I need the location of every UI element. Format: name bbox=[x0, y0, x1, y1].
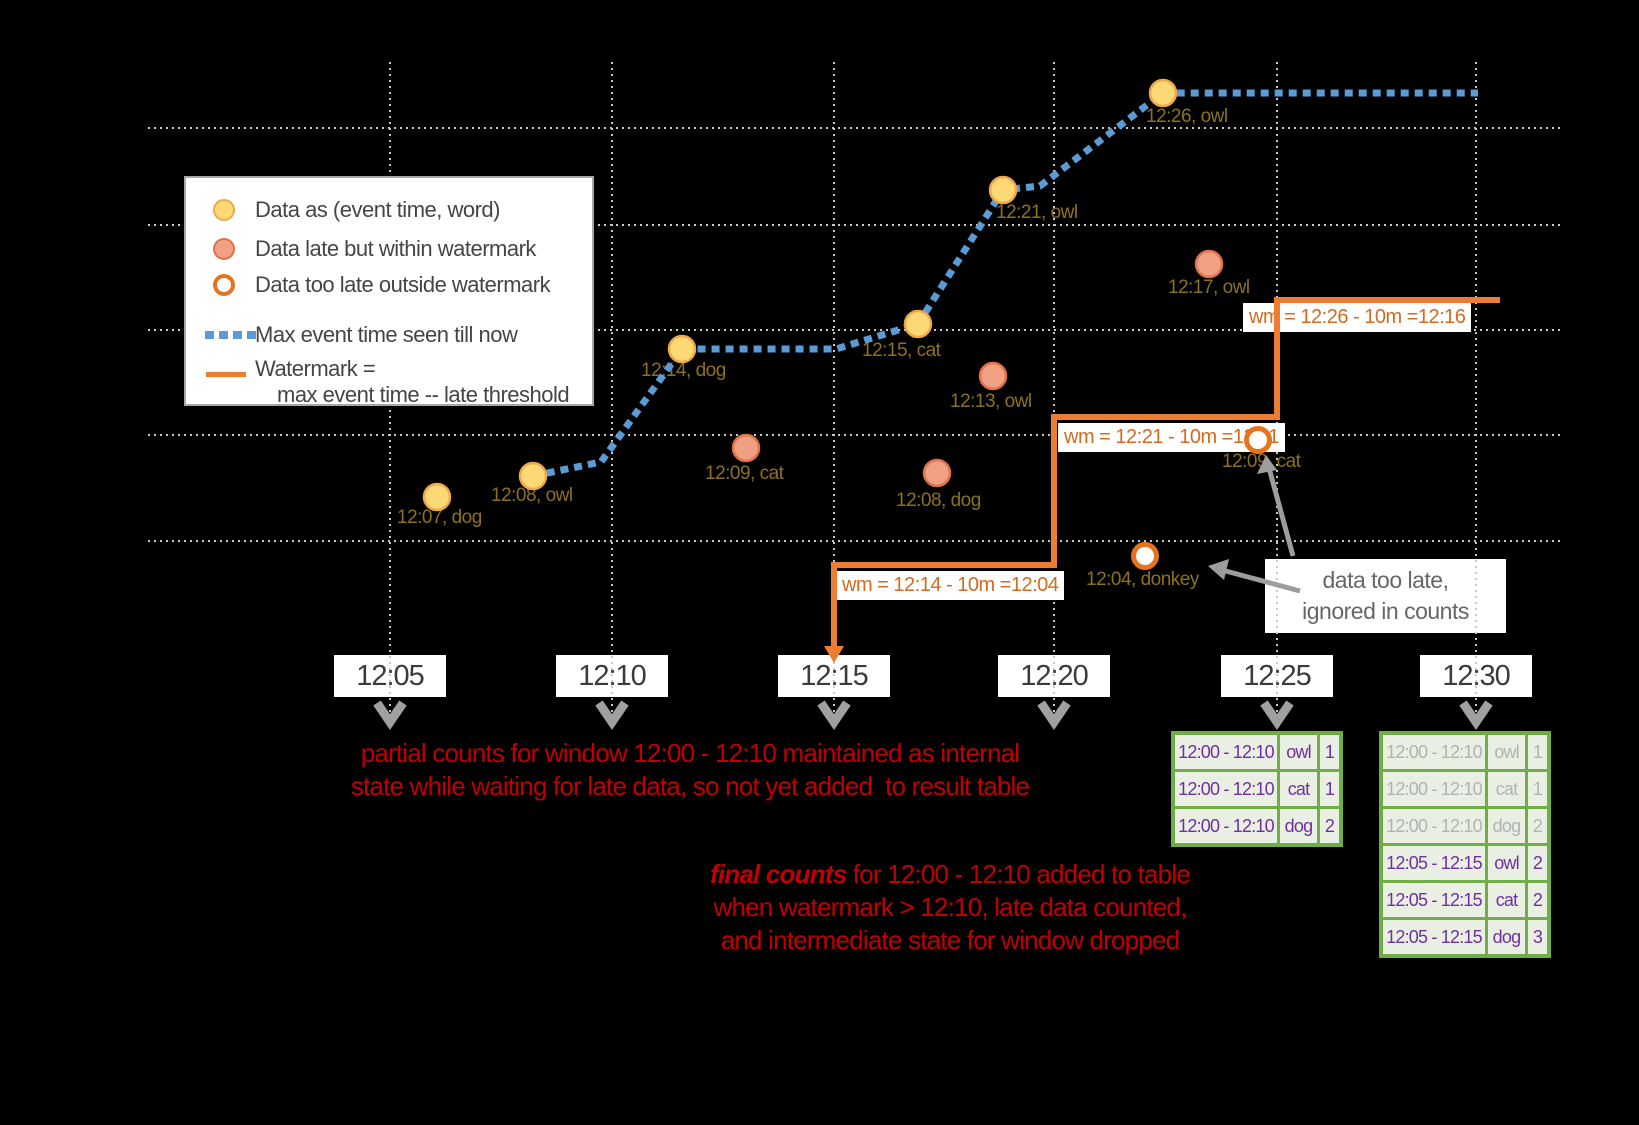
table-cell-window: 12:05 - 12:15 bbox=[1383, 920, 1485, 954]
table-cell-count: 2 bbox=[1528, 883, 1547, 917]
table-cell-count: 2 bbox=[1320, 809, 1339, 843]
too-late-callout-line1: data too late, bbox=[1322, 567, 1450, 593]
partial-counts-note: partial counts for window 12:00 - 12:10 … bbox=[290, 737, 1090, 803]
point-label-1217-owl: 12:17, owl bbox=[1168, 277, 1250, 298]
point-label-1213-owl: 12:13, owl bbox=[950, 391, 1032, 412]
table-cell-word: dog bbox=[1488, 920, 1525, 954]
on-time-dot-icon bbox=[213, 199, 235, 221]
table-cell-window: 12:05 - 12:15 bbox=[1383, 883, 1485, 917]
point-1226-owl bbox=[1148, 78, 1178, 108]
legend-watermark-label: Watermark = bbox=[255, 356, 376, 381]
table-cell-count: 1 bbox=[1528, 772, 1547, 806]
point-label-1209-cat-late: 12:09, cat bbox=[1222, 451, 1301, 472]
legend-max-event-label: Max event time seen till now bbox=[255, 322, 518, 347]
point-label-1208-owl: 12:08, owl bbox=[491, 485, 573, 506]
legend: Data as (event time, word) Data late but… bbox=[184, 176, 594, 407]
table-cell-count: 3 bbox=[1528, 920, 1547, 954]
watermark-label-1204: wm = 12:14 - 10m =12:04 bbox=[836, 571, 1065, 600]
point-1208-dog-late bbox=[922, 458, 952, 488]
table-cell-window: 12:00 - 12:10 bbox=[1175, 772, 1277, 806]
table-cell-word: owl bbox=[1488, 846, 1525, 880]
legend-watermark-label2: max event time -- late threshold bbox=[277, 382, 570, 407]
point-1207-dog bbox=[422, 482, 452, 512]
max-event-time-line bbox=[532, 89, 1478, 480]
final-counts-lead: final counts bbox=[710, 859, 847, 889]
table-cell-word: dog bbox=[1488, 809, 1525, 843]
table-cell-word: dog bbox=[1280, 809, 1317, 843]
callout-arrowhead-cat bbox=[1257, 455, 1277, 474]
table-cell-word: owl bbox=[1488, 735, 1525, 769]
table-cell-word: owl bbox=[1280, 735, 1317, 769]
table-cell-word: cat bbox=[1488, 772, 1525, 806]
point-label-1204-donkey: 12:04, donkey bbox=[1086, 569, 1199, 590]
point-label-1226-owl: 12:26, owl bbox=[1146, 106, 1228, 127]
point-1209-cat-toolate bbox=[1244, 426, 1272, 454]
table-cell-window: 12:00 - 12:10 bbox=[1383, 809, 1485, 843]
point-label-1215-cat: 12:15, cat bbox=[862, 340, 941, 361]
watermark-step-line bbox=[831, 297, 1500, 650]
legend-on-time-label: Data as (event time, word) bbox=[255, 197, 500, 222]
watermark-arrowhead bbox=[824, 646, 844, 663]
too-late-callout-line2: ignored in counts bbox=[1302, 598, 1469, 624]
table-cell-word: cat bbox=[1280, 772, 1317, 806]
point-1221-owl bbox=[988, 175, 1018, 205]
table-cell-window: 12:00 - 12:10 bbox=[1383, 735, 1485, 769]
final-counts-line2: when watermark > 12:10, late data counte… bbox=[713, 892, 1188, 922]
axis-arrowheads bbox=[373, 700, 1493, 730]
point-label-1209-cat: 12:09, cat bbox=[705, 463, 784, 484]
point-1208-owl bbox=[518, 461, 548, 491]
legend-late-label: Data late but within watermark bbox=[255, 236, 536, 261]
partial-counts-line2: state while waiting for late data, so no… bbox=[350, 771, 1030, 801]
too-late-callout: data too late, ignored in counts bbox=[1265, 559, 1506, 633]
partial-counts-line1: partial counts for window 12:00 - 12:10 … bbox=[360, 738, 1020, 768]
point-1204-donkey-toolate bbox=[1131, 542, 1159, 570]
table-cell-count: 2 bbox=[1528, 809, 1547, 843]
watermark-line-icon bbox=[206, 372, 246, 377]
table-cell-window: 12:00 - 12:10 bbox=[1383, 772, 1485, 806]
table-cell-count: 1 bbox=[1320, 772, 1339, 806]
final-counts-line1: final counts for 12:00 - 12:10 added to … bbox=[660, 858, 1240, 891]
result-table-1230: 12:00 - 12:10 owl 1 12:00 - 12:10 cat 1 … bbox=[1379, 731, 1551, 958]
table-cell-window: 12:00 - 12:10 bbox=[1175, 735, 1277, 769]
table-cell-word: cat bbox=[1488, 883, 1525, 917]
table-cell-count: 1 bbox=[1320, 735, 1339, 769]
late-dot-icon bbox=[213, 238, 235, 260]
point-1214-dog bbox=[667, 334, 697, 364]
callout-arrowhead-donkey bbox=[1208, 559, 1229, 580]
final-counts-line3: and intermediate state for window droppe… bbox=[720, 925, 1180, 955]
watermark-label-1211: wm = 12:21 - 10m =12:11 bbox=[1058, 423, 1285, 452]
point-1217-owl-late bbox=[1194, 249, 1224, 279]
table-cell-window: 12:00 - 12:10 bbox=[1175, 809, 1277, 843]
data-points bbox=[422, 78, 1272, 570]
table-cell-window: 12:05 - 12:15 bbox=[1383, 846, 1485, 880]
legend-too-late-label: Data too late outside watermark bbox=[255, 272, 551, 297]
table-cell-count: 1 bbox=[1528, 735, 1547, 769]
too-late-ring-icon bbox=[213, 274, 235, 296]
result-table-1225: 12:00 - 12:10 owl 1 12:00 - 12:10 cat 1 … bbox=[1171, 731, 1343, 847]
callout-arrows bbox=[1221, 467, 1301, 594]
final-counts-note: final counts for 12:00 - 12:10 added to … bbox=[660, 858, 1240, 957]
point-label-1208-dog: 12:08, dog bbox=[896, 490, 981, 511]
max-event-line-icon bbox=[205, 331, 258, 339]
final-counts-line1-rest: for 12:00 - 12:10 added to table bbox=[846, 859, 1191, 889]
point-label-1207-dog: 12:07, dog bbox=[397, 507, 482, 528]
table-cell-count: 2 bbox=[1528, 846, 1547, 880]
watermark-label-1216: wm = 12:26 - 10m =12:16 bbox=[1243, 303, 1472, 332]
point-1209-cat-late bbox=[731, 433, 761, 463]
point-1213-owl-late bbox=[978, 361, 1008, 391]
point-1215-cat bbox=[903, 309, 933, 339]
point-label-1221-owl: 12:21, owl bbox=[996, 202, 1078, 223]
